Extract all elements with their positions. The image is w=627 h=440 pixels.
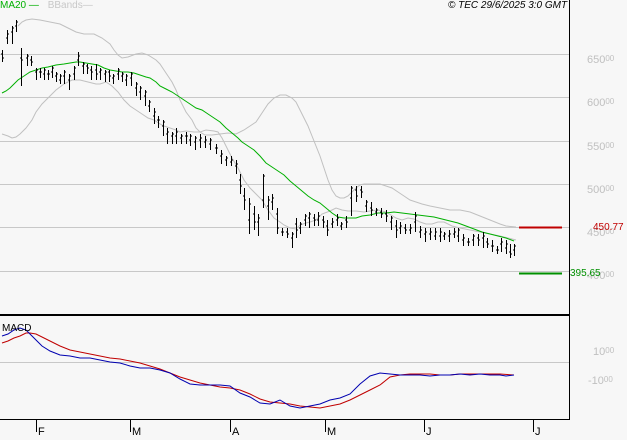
y-label-450: 45000 [587, 227, 614, 239]
macd-line [1, 327, 515, 409]
y-label-int: 550 [587, 141, 606, 153]
y-label-dec: 00 [605, 97, 615, 106]
x-label-apr: A [232, 426, 240, 438]
x-label-may: M [327, 426, 337, 438]
x-label-mar: M [132, 426, 142, 438]
y-label-400: 40000 [587, 270, 614, 282]
macd-label-neg10: -1000 [588, 375, 613, 387]
macd-label-int: -10 [588, 375, 604, 387]
macd-label-dec: 00 [603, 375, 613, 384]
x-ticks [36, 420, 534, 432]
x-label-feb: F [38, 426, 45, 438]
macd-title: MACD [2, 323, 32, 334]
y-label-int: 450 [587, 227, 606, 239]
y-label-dec: 00 [605, 54, 615, 63]
y-label-int: 650 [587, 54, 606, 66]
ohlc-bars [1, 20, 516, 258]
bollinger-bands [1, 18, 517, 241]
y-label-int: 600 [587, 97, 606, 109]
y-label-dec: 00 [605, 141, 615, 150]
x-label-jul: J [535, 426, 541, 438]
support-label: 395.65 [570, 268, 601, 279]
legend-ma20: MA20 — [0, 0, 39, 11]
y-label-600: 60000 [587, 97, 614, 109]
macd-signal-line [1, 332, 515, 409]
price-gridlines [0, 54, 569, 272]
y-label-int: 400 [587, 270, 606, 282]
y-label-int: 500 [587, 184, 606, 196]
legend-ma20-label: MA20 [0, 0, 27, 11]
legend: MA20 — BBands— [0, 0, 93, 12]
macd-label-10: 1000 [593, 346, 614, 358]
copyright-text: © TEC 29/6/2025 3:0 GMT [448, 0, 568, 11]
bband-upper [17, 18, 517, 228]
macd-label-int: 10 [593, 346, 606, 358]
x-label-jun: J [426, 426, 432, 438]
macd-label-dec: 00 [605, 346, 615, 355]
y-label-550: 55000 [587, 141, 614, 153]
y-label-dec: 00 [605, 184, 615, 193]
y-label-500: 50000 [587, 184, 614, 196]
legend-bbands-label: BBands [47, 0, 83, 11]
legend-bbands: BBands— [47, 0, 93, 11]
bband-lower [1, 79, 517, 241]
resistance-label: 450.77 [593, 222, 624, 233]
y-label-dec: 00 [605, 227, 615, 236]
y-label-dec: 00 [605, 270, 615, 279]
y-label-650: 65000 [587, 54, 614, 66]
